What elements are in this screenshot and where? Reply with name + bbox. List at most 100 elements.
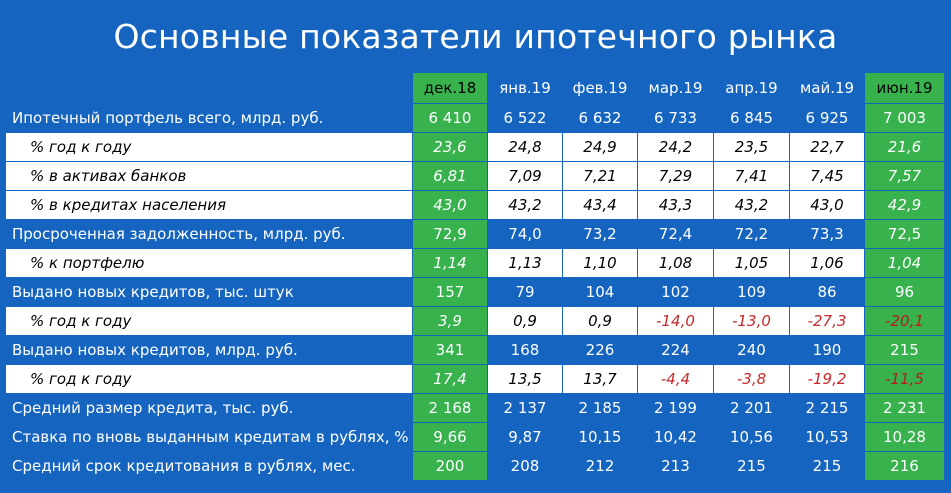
value-cell: -4,4 [638,365,714,394]
value-cell: -19,2 [790,365,865,394]
value-cell: 13,5 [488,365,563,394]
value-cell: 42,9 [865,191,945,220]
header-row: дек.18 янв.19 фев.19 мар.19 апр.19 май.1… [6,73,945,104]
header-cell-feb19: фев.19 [563,73,638,104]
value-cell: 212 [563,452,638,481]
value-cell: 190 [790,336,865,365]
row-label: % в кредитах населения [6,191,413,220]
table-row: % в кредитах населения 43,0 43,2 43,4 43,3 43… [6,191,945,220]
row-label: Средний размер кредита, тыс. руб. [6,394,413,423]
value-cell: 22,7 [790,133,865,162]
value-cell: 215 [714,452,790,481]
value-cell: 7,21 [563,162,638,191]
value-cell: 21,6 [865,133,945,162]
value-cell: 0,9 [563,307,638,336]
header-cell-dec18: дек.18 [413,73,488,104]
table-row: Средний размер кредита, тыс. руб. 2 168 2 … [6,394,945,423]
value-cell: 3,9 [413,307,488,336]
value-cell: 157 [413,278,488,307]
row-label: % год к году [6,365,413,394]
value-cell: 7,41 [714,162,790,191]
value-cell: 2 201 [714,394,790,423]
row-label: Выдано новых кредитов, тыс. штук [6,278,413,307]
value-cell: -11,5 [865,365,945,394]
value-cell: 6,81 [413,162,488,191]
value-cell: 6 733 [638,104,714,133]
value-cell: 96 [865,278,945,307]
value-cell: 215 [790,452,865,481]
table-row: % год к году 23,6 24,8 24,9 24,2 23,5 22,7 21,6 [6,133,945,162]
value-cell: 240 [714,336,790,365]
value-cell: 2 199 [638,394,714,423]
value-cell: -14,0 [638,307,714,336]
header-cell-label [6,73,413,104]
value-cell: 13,7 [563,365,638,394]
value-cell: 1,13 [488,249,563,278]
value-cell: 2 185 [563,394,638,423]
row-label: Ипотечный портфель всего, млрд. руб. [6,104,413,133]
value-cell: 224 [638,336,714,365]
row-label: % к портфелю [6,249,413,278]
value-cell: 43,0 [790,191,865,220]
value-cell: 24,8 [488,133,563,162]
table-row: Ставка по вновь выданным кредитам в рубл… [6,423,945,452]
indicators-table: дек.18 янв.19 фев.19 мар.19 апр.19 май.1… [6,73,945,481]
header-cell-jun19: июн.19 [865,73,945,104]
table-row: Средний срок кредитования в рублях, мес.… [6,452,945,481]
value-cell: 215 [865,336,945,365]
value-cell: 2 168 [413,394,488,423]
value-cell: -3,8 [714,365,790,394]
page-title: Основные показатели ипотечного рынка [113,16,838,56]
value-cell: 24,2 [638,133,714,162]
table-body: Ипотечный портфель всего, млрд. руб. 6 41… [6,104,945,481]
row-label: % в активах банков [6,162,413,191]
value-cell: 6 925 [790,104,865,133]
value-cell: 6 410 [413,104,488,133]
value-cell: 24,9 [563,133,638,162]
value-cell: 9,66 [413,423,488,452]
value-cell: 213 [638,452,714,481]
table-row: % к портфелю 1,14 1,13 1,10 1,08 1,05 1,06 1,04 [6,249,945,278]
value-cell: 10,42 [638,423,714,452]
header-cell-jan19: янв.19 [488,73,563,104]
value-cell: 7,09 [488,162,563,191]
value-cell: 1,14 [413,249,488,278]
value-cell: 72,5 [865,220,945,249]
table-row: Просроченная задолженность, млрд. руб. 72… [6,220,945,249]
value-cell: 9,87 [488,423,563,452]
value-cell: 1,04 [865,249,945,278]
value-cell: 73,3 [790,220,865,249]
value-cell: 109 [714,278,790,307]
value-cell: 72,9 [413,220,488,249]
value-cell: 10,53 [790,423,865,452]
header-cell-apr19: апр.19 [714,73,790,104]
table-row: % год к году 3,9 0,9 0,9 -14,0 -13,0 -27,3 -20,… [6,307,945,336]
value-cell: 7 003 [865,104,945,133]
row-label: Средний срок кредитования в рублях, мес. [6,452,413,481]
value-cell: 226 [563,336,638,365]
value-cell: 1,08 [638,249,714,278]
value-cell: 216 [865,452,945,481]
value-cell: 102 [638,278,714,307]
table-row: % год к году 17,4 13,5 13,7 -4,4 -3,8 -19,2 -11… [6,365,945,394]
value-cell: 79 [488,278,563,307]
value-cell: 2 215 [790,394,865,423]
value-cell: 1,05 [714,249,790,278]
value-cell: 6 845 [714,104,790,133]
value-cell: 17,4 [413,365,488,394]
value-cell: 43,2 [714,191,790,220]
value-cell: 23,6 [413,133,488,162]
value-cell: 7,45 [790,162,865,191]
value-cell: 208 [488,452,563,481]
value-cell: 2 231 [865,394,945,423]
row-label: Ставка по вновь выданным кредитам в рубл… [6,423,413,452]
value-cell: 10,15 [563,423,638,452]
value-cell: 1,06 [790,249,865,278]
value-cell: 1,10 [563,249,638,278]
row-label: Просроченная задолженность, млрд. руб. [6,220,413,249]
value-cell: 43,4 [563,191,638,220]
value-cell: 168 [488,336,563,365]
value-cell: 23,5 [714,133,790,162]
value-cell: 43,3 [638,191,714,220]
